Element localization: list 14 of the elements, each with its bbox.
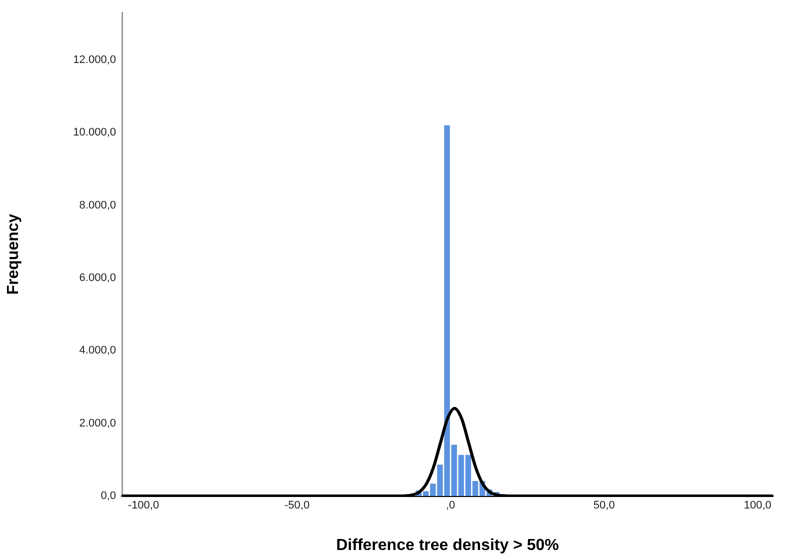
- y-tick-label: 10.000,0: [73, 126, 116, 139]
- x-tick-label: -50,0: [284, 500, 310, 512]
- x-tick-label: -100,0: [128, 500, 160, 512]
- y-axis-title: Frequency: [5, 214, 22, 295]
- x-tick-label: ,0: [446, 500, 456, 512]
- x-tick-label: 50,0: [593, 500, 615, 512]
- x-axis-title: Difference tree density > 50%: [336, 536, 559, 554]
- y-tick-label: 4.000,0: [79, 344, 116, 357]
- x-tick-label: 100,0: [744, 500, 772, 512]
- y-tick-label: 2.000,0: [79, 417, 116, 430]
- y-tick-label: 0,0: [100, 490, 116, 502]
- y-tick-label: 8.000,0: [79, 199, 116, 212]
- y-tick-label: 6.000,0: [79, 272, 116, 284]
- y-tick-label: 12.000,0: [73, 54, 116, 66]
